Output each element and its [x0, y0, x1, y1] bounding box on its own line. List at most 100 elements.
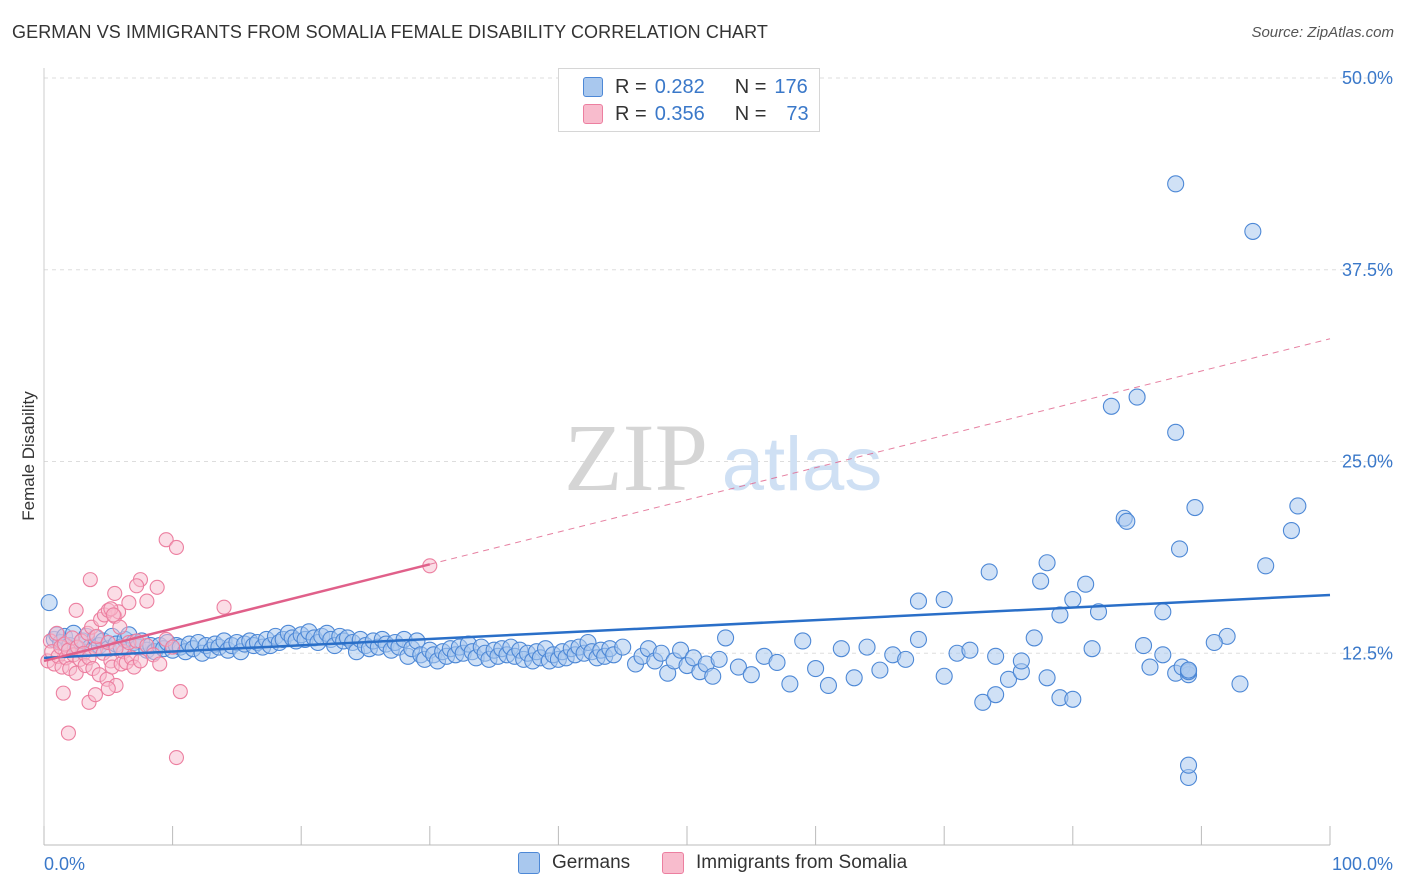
somalia-point	[89, 628, 105, 644]
somalia-point	[152, 656, 168, 672]
somalia-point	[172, 684, 188, 700]
x-tick-label-min: 0.0%	[44, 854, 85, 874]
germans-point	[652, 644, 670, 662]
y-tick-labels: 12.5% 25.0% 37.5% 50.0%	[1342, 68, 1393, 663]
legend-r-value: 0.356	[654, 102, 705, 125]
legend-row-somalia: R = 0.356 N = 73	[583, 101, 809, 127]
germans-point	[1012, 652, 1030, 670]
germans-point	[1051, 606, 1069, 624]
somalia-point	[139, 593, 155, 609]
somalia-point	[87, 687, 103, 703]
germans-point	[1170, 540, 1189, 558]
legend-item-somalia[interactable]: Immigrants from Somalia	[662, 852, 907, 874]
germans-point	[614, 638, 632, 656]
somalia-point	[60, 725, 76, 741]
series-legend: Germans Immigrants from Somalia	[0, 852, 1406, 878]
germans-point	[1141, 658, 1159, 676]
somalia-point	[216, 599, 232, 615]
legend-n-value: 73	[786, 102, 809, 125]
germans-point	[742, 666, 760, 684]
germans-point	[832, 640, 850, 658]
somalia-point	[55, 685, 71, 701]
germans-point	[1205, 633, 1223, 652]
germans-point	[704, 667, 722, 685]
germans-point	[807, 660, 825, 678]
somalia-point	[158, 532, 174, 548]
germans-point	[999, 670, 1018, 688]
germans-point	[1032, 572, 1050, 590]
somalia-point	[107, 585, 123, 601]
germans-points	[40, 175, 1307, 787]
germans-point	[1128, 388, 1146, 406]
germans-point	[1154, 603, 1172, 621]
somalia-legend-label: Immigrants from Somalia	[696, 852, 908, 873]
germans-point	[794, 632, 812, 650]
germans-point	[729, 658, 747, 676]
germans-point	[717, 629, 735, 647]
source-label: Source: ZipAtlas.com	[1251, 24, 1394, 41]
germans-point	[819, 676, 838, 695]
somalia-swatch	[583, 104, 603, 124]
germans-point	[858, 638, 876, 656]
germans-point	[1186, 498, 1204, 517]
correlation-legend: R = 0.282 N = 176 R = 0.356 N = 73	[558, 68, 820, 132]
y-tick-label: 12.5%	[1342, 643, 1393, 663]
legend-n-value: 176	[774, 75, 808, 98]
y-axis-label: Female Disability	[19, 391, 38, 521]
germans-point	[1089, 603, 1108, 621]
somalia-trend-extension	[429, 338, 1331, 565]
legend-r-label: R =	[615, 75, 647, 98]
somalia-point	[168, 539, 185, 555]
somalia-trend-line	[43, 563, 431, 663]
germans-point	[1167, 175, 1185, 193]
germans-point	[935, 591, 953, 609]
somalia-point	[168, 750, 185, 766]
germans-point	[1167, 423, 1185, 441]
germans-point	[897, 650, 915, 668]
germans-point	[871, 661, 889, 679]
legend-row-germans: R = 0.282 N = 176	[583, 74, 808, 100]
legend-r-value: 0.282	[654, 75, 705, 98]
somalia-legend-swatch	[662, 852, 684, 874]
germans-point	[909, 630, 928, 648]
germans-point	[987, 686, 1005, 704]
germans-point	[1102, 397, 1120, 415]
germans-point	[1064, 690, 1082, 708]
germans-point	[980, 563, 998, 581]
y-tick-label: 25.0%	[1342, 452, 1393, 472]
germans-point	[768, 653, 786, 672]
watermark-zip: ZIP	[564, 404, 708, 511]
somalia-point	[129, 578, 145, 594]
somalia-point	[149, 579, 165, 595]
germans-point	[1038, 669, 1056, 687]
somalia-point	[68, 602, 84, 618]
germans-point	[1179, 661, 1198, 679]
germans-point	[710, 650, 728, 668]
germans-point	[961, 641, 979, 659]
somalia-point	[100, 680, 116, 697]
legend-r-label: R =	[615, 102, 647, 125]
somalia-point	[132, 653, 148, 669]
germans-point	[40, 594, 58, 612]
germans-point	[974, 693, 992, 711]
germans-point	[1025, 629, 1043, 647]
y-tick-label: 37.5%	[1342, 260, 1393, 280]
germans-point	[987, 647, 1005, 665]
germans-point	[1134, 637, 1153, 655]
germans-point	[1244, 222, 1262, 240]
watermark: ZIP atlas	[564, 404, 882, 511]
legend-n-label: N =	[734, 75, 767, 98]
germans-legend-label: Germans	[552, 852, 631, 873]
chart-title: GERMAN VS IMMIGRANTS FROM SOMALIA FEMALE…	[12, 22, 769, 42]
germans-point	[909, 592, 928, 610]
germans-point	[1282, 521, 1300, 540]
germans-point	[1289, 497, 1307, 515]
germans-point	[845, 669, 863, 687]
germans-point	[781, 675, 799, 693]
x-tick-label-max: 100.0%	[1332, 854, 1393, 874]
germans-point	[1083, 640, 1101, 658]
germans-trend-line	[43, 593, 1331, 660]
germans-point	[1257, 557, 1275, 575]
legend-item-germans[interactable]: Germans	[518, 852, 630, 874]
